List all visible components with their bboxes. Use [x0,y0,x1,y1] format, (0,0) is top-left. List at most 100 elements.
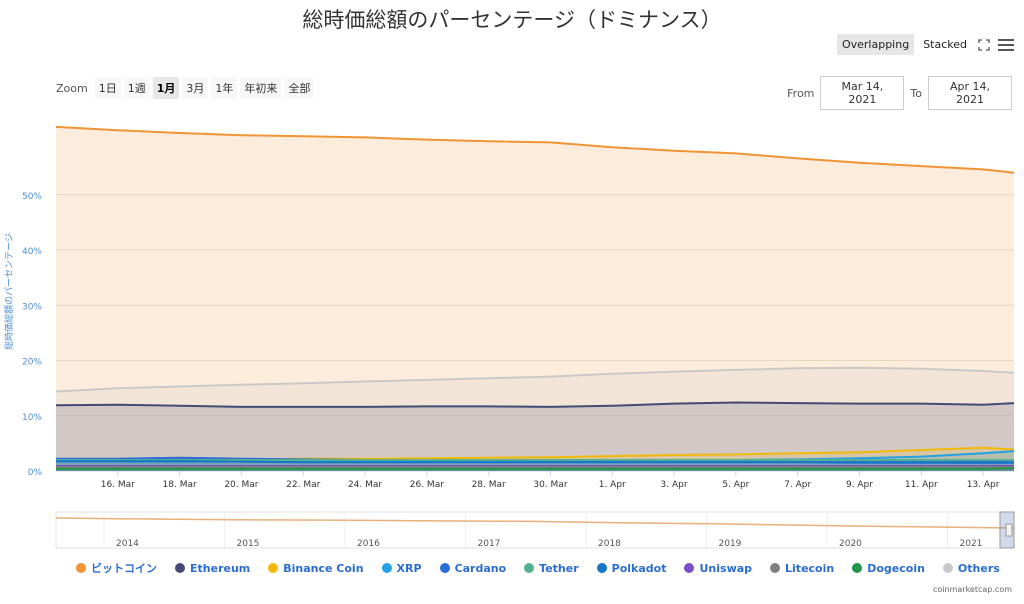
zoom-button[interactable]: 1日 [94,77,121,99]
x-tick-label: 13. Apr [967,480,1000,490]
y-tick-label: 30% [22,302,42,312]
x-tick-label: 7. Apr [784,480,811,490]
chart-toolbar: Overlapping Stacked [836,34,1014,55]
legend-marker-icon [268,563,279,573]
legend-label: Litecoin [785,561,835,575]
x-tick-label: 3. Apr [661,480,688,490]
series-line [55,401,1015,408]
navigator-year-label: 2019 [719,539,742,549]
to-date-input[interactable]: Apr 14, 2021 [928,76,1012,110]
series-area [56,460,1014,471]
x-tick-label: 11. Apr [905,480,938,490]
y-axis-title: 総時価総額のパーセンテージ [3,233,15,350]
legend-label: Cardano [454,561,507,575]
zoom-button[interactable]: 1月 [152,77,180,99]
overlapping-button[interactable]: Overlapping [836,34,915,55]
legend-item[interactable]: Litecoin [770,560,834,576]
zoom-button[interactable]: 全部 [284,77,315,99]
series-area [56,451,1014,471]
legend-marker-icon [684,563,695,573]
series-area [56,468,1014,471]
series-area [56,467,1014,471]
x-tick-label: 1. Apr [599,480,626,490]
legend-item[interactable]: Ethereum [175,560,250,576]
navigator-year-label: 2016 [357,539,380,549]
series-line [56,446,1015,461]
navigator-year-label: 2020 [839,539,862,549]
zoom-button[interactable]: 1年 [211,77,238,99]
series-line [55,125,1015,174]
series-area [56,457,1014,471]
legend-label: Binance Coin [283,561,364,575]
legend-item[interactable]: ビットコイン [76,560,157,576]
navigator-year-label: 2014 [116,539,139,549]
from-label: From [787,86,815,100]
legend-label: Polkadot [611,561,667,575]
to-label: To [910,86,922,100]
y-tick-label: 0% [28,468,43,478]
x-tick-label: 16. Mar [101,480,135,490]
series-line [56,456,1014,463]
y-tick-label: 50% [22,192,42,202]
navigator-year-label: 2018 [598,539,621,549]
zoom-button[interactable]: 年初来 [240,77,282,99]
x-tick-label: 5. Apr [722,480,749,490]
credit-text: coinmarketcap.com [933,585,1012,594]
hamburger-menu-icon[interactable] [998,38,1014,51]
x-tick-label: 18. Mar [163,480,197,490]
navigator-selection [999,511,1015,549]
legend-marker-icon [852,563,863,573]
series-line [56,467,1015,470]
zoom-label: Zoom [56,81,88,95]
y-tick-label: 40% [22,247,42,257]
navigator-year-label: 2015 [237,539,260,549]
zoom-button[interactable]: 3月 [182,77,209,99]
legend-marker-icon [439,563,450,573]
series-area [56,466,1014,471]
x-tick-label: 28. Mar [472,480,506,490]
x-tick-label: 26. Mar [410,480,444,490]
legend-label: Tether [539,561,579,575]
series-line [56,450,1015,463]
chart-title: 総時価総額のパーセンテージ（ドミナンス） [302,8,722,32]
expand-icon[interactable] [976,37,992,53]
legend-marker-icon [596,563,607,573]
legend-item[interactable]: Dogecoin [852,560,925,576]
zoom-selector: Zoom 1日 1週 1月 3月 1年 年初来 全部 [56,77,315,99]
x-tick-label: 30. Mar [533,480,567,490]
legend-label: Uniswap [699,561,753,575]
navigator-year-label: 2017 [478,539,501,549]
legend-item[interactable]: XRP [381,560,422,576]
legend-marker-icon [381,563,392,573]
legend-item[interactable]: Cardano [439,560,507,576]
navigator-handle [1005,523,1013,537]
y-tick-label: 20% [22,358,42,368]
legend-item[interactable]: Others [942,560,1000,576]
x-tick-label: 22. Mar [286,480,320,490]
series-line [56,460,1014,464]
series-area [56,402,1014,471]
series-area [56,126,1014,472]
navigator-year-label: 2021 [960,539,983,549]
legend-item[interactable]: Tether [524,560,579,576]
legend-label: Ethereum [190,561,251,575]
legend-marker-icon [942,563,953,573]
legend-marker-icon [175,563,185,573]
legend-item[interactable]: Polkadot [596,560,667,576]
legend-item[interactable]: Uniswap [684,560,752,576]
legend-item[interactable]: Binance Coin [268,560,364,576]
x-tick-label: 9. Apr [846,480,873,490]
series-area [56,461,1014,471]
from-date-input[interactable]: Mar 14, 2021 [820,76,905,110]
legend-label: XRP [396,561,422,575]
legend-label: ビットコイン [91,562,157,575]
chart-legend: ビットコイン Ethereum Binance Coin XRP Cardano Teth… [76,560,1000,576]
navigator-line [55,517,1015,529]
series-area [56,447,1014,471]
stacked-button[interactable]: Stacked [918,34,972,55]
zoom-button[interactable]: 1週 [123,77,150,99]
legend-label: Dogecoin [867,561,925,575]
series-line [55,366,1015,393]
series-area [56,367,1014,471]
x-tick-label: 24. Mar [348,480,382,490]
